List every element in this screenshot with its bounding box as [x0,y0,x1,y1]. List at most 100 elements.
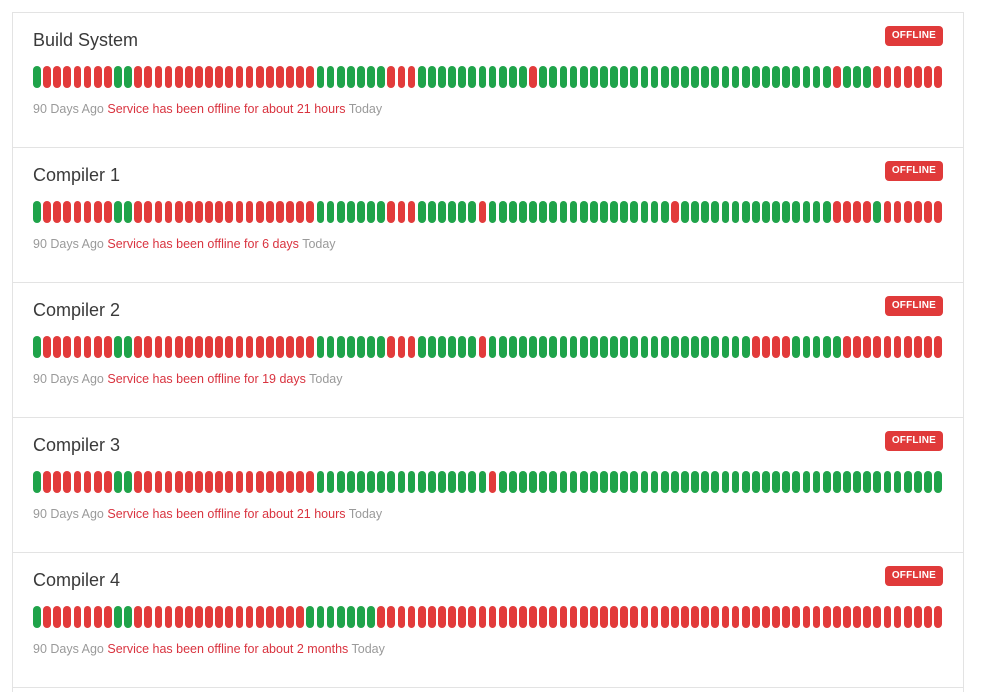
uptime-day-offline[interactable] [296,336,305,358]
uptime-day-offline[interactable] [195,471,203,493]
uptime-day-offline[interactable] [711,606,720,628]
uptime-day-online[interactable] [853,66,861,88]
uptime-day-online[interactable] [549,201,558,223]
uptime-day-online[interactable] [589,336,598,358]
uptime-day-online[interactable] [336,66,345,88]
uptime-day-online[interactable] [124,606,132,628]
uptime-day-offline[interactable] [83,66,92,88]
uptime-day-online[interactable] [448,201,456,223]
uptime-day-offline[interactable] [43,201,51,223]
uptime-day-offline[interactable] [913,606,922,628]
uptime-day-offline[interactable] [387,201,396,223]
uptime-day-offline[interactable] [903,606,912,628]
uptime-day-offline[interactable] [134,66,143,88]
uptime-day-online[interactable] [721,201,730,223]
uptime-day-offline[interactable] [286,336,294,358]
uptime-day-online[interactable] [417,336,426,358]
uptime-day-online[interactable] [660,66,669,88]
uptime-day-offline[interactable] [235,471,244,493]
uptime-day-online[interactable] [843,66,851,88]
uptime-day-offline[interactable] [225,471,234,493]
uptime-day-offline[interactable] [265,201,274,223]
uptime-day-online[interactable] [600,471,608,493]
uptime-day-online[interactable] [417,66,426,88]
uptime-day-online[interactable] [458,66,467,88]
uptime-day-offline[interactable] [407,201,416,223]
uptime-day-offline[interactable] [43,471,51,493]
uptime-day-offline[interactable] [286,201,294,223]
uptime-day-online[interactable] [600,66,608,88]
uptime-day-offline[interactable] [863,606,872,628]
uptime-day-online[interactable] [640,336,649,358]
uptime-day-offline[interactable] [265,66,274,88]
uptime-day-offline[interactable] [154,201,163,223]
uptime-day-offline[interactable] [843,606,851,628]
uptime-day-online[interactable] [549,471,558,493]
uptime-day-online[interactable] [721,471,730,493]
uptime-day-online[interactable] [569,201,578,223]
uptime-day-offline[interactable] [600,606,608,628]
uptime-day-offline[interactable] [255,606,264,628]
uptime-day-online[interactable] [701,201,710,223]
uptime-day-offline[interactable] [134,201,143,223]
uptime-day-online[interactable] [427,201,436,223]
uptime-day-online[interactable] [569,471,578,493]
uptime-day-offline[interactable] [670,606,679,628]
uptime-day-online[interactable] [367,471,375,493]
uptime-day-offline[interactable] [853,201,861,223]
uptime-day-offline[interactable] [924,66,932,88]
uptime-day-offline[interactable] [235,201,244,223]
uptime-day-offline[interactable] [215,471,224,493]
uptime-day-online[interactable] [721,66,730,88]
uptime-day-online[interactable] [691,66,699,88]
uptime-day-offline[interactable] [377,606,386,628]
uptime-day-offline[interactable] [134,471,143,493]
uptime-day-online[interactable] [468,201,477,223]
uptime-day-online[interactable] [772,471,780,493]
uptime-day-online[interactable] [478,471,487,493]
uptime-day-offline[interactable] [934,606,942,628]
uptime-day-online[interactable] [468,336,477,358]
uptime-day-offline[interactable] [498,606,507,628]
uptime-day-online[interactable] [701,66,710,88]
uptime-day-online[interactable] [792,471,801,493]
uptime-day-offline[interactable] [397,606,406,628]
uptime-day-online[interactable] [660,336,669,358]
uptime-day-offline[interactable] [519,606,527,628]
uptime-day-offline[interactable] [924,201,932,223]
uptime-day-online[interactable] [792,66,801,88]
uptime-day-offline[interactable] [103,201,112,223]
uptime-day-online[interactable] [306,606,315,628]
uptime-day-online[interactable] [670,471,679,493]
uptime-day-offline[interactable] [205,471,213,493]
uptime-day-offline[interactable] [296,201,305,223]
uptime-day-online[interactable] [559,201,568,223]
uptime-day-offline[interactable] [174,66,183,88]
uptime-day-online[interactable] [326,66,335,88]
uptime-day-offline[interactable] [579,606,588,628]
uptime-day-offline[interactable] [863,336,872,358]
uptime-day-online[interactable] [640,201,649,223]
uptime-day-offline[interactable] [751,606,760,628]
uptime-day-online[interactable] [33,336,41,358]
uptime-day-online[interactable] [124,66,132,88]
uptime-day-online[interactable] [731,66,740,88]
uptime-day-online[interactable] [822,66,831,88]
uptime-day-offline[interactable] [164,66,173,88]
uptime-day-offline[interactable] [63,606,72,628]
uptime-day-offline[interactable] [934,336,942,358]
uptime-day-online[interactable] [853,471,861,493]
uptime-day-online[interactable] [731,201,740,223]
uptime-day-offline[interactable] [83,336,92,358]
uptime-day-offline[interactable] [762,336,770,358]
uptime-day-offline[interactable] [468,606,477,628]
uptime-day-online[interactable] [508,66,517,88]
uptime-day-online[interactable] [741,66,750,88]
uptime-day-offline[interactable] [265,471,274,493]
uptime-day-online[interactable] [691,201,699,223]
uptime-day-offline[interactable] [782,606,791,628]
uptime-day-offline[interactable] [296,606,305,628]
uptime-day-online[interactable] [529,336,537,358]
uptime-day-online[interactable] [589,471,598,493]
uptime-day-offline[interactable] [154,336,163,358]
